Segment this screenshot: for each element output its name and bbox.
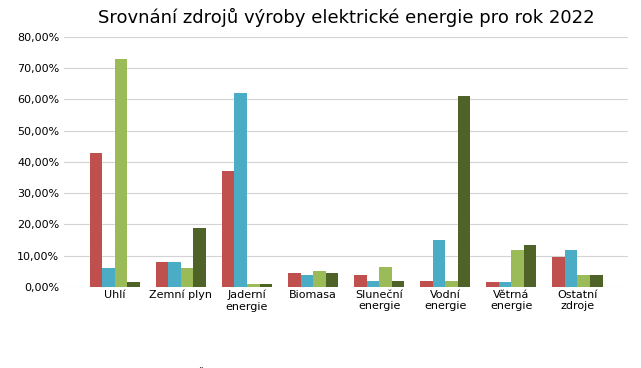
Bar bbox=[103, 268, 115, 287]
Bar bbox=[379, 267, 392, 287]
Bar bbox=[565, 250, 578, 287]
Bar bbox=[524, 245, 537, 287]
Bar bbox=[512, 250, 524, 287]
Bar bbox=[354, 275, 367, 287]
Bar bbox=[326, 273, 338, 287]
Bar bbox=[194, 227, 206, 287]
Bar bbox=[260, 284, 272, 287]
Bar bbox=[156, 262, 169, 287]
Bar bbox=[169, 262, 181, 287]
Bar bbox=[578, 275, 590, 287]
Bar bbox=[235, 93, 247, 287]
Bar bbox=[115, 59, 128, 287]
Title: Srovnání zdrojů výroby elektrické energie pro rok 2022: Srovnání zdrojů výroby elektrické energi… bbox=[98, 8, 594, 27]
Legend: Česká republika, Slovensko, Polsko, Rakousko: Česká republika, Slovensko, Polsko, Rako… bbox=[178, 362, 515, 368]
Bar bbox=[301, 275, 313, 287]
Bar bbox=[128, 282, 140, 287]
Bar bbox=[313, 272, 326, 287]
Bar bbox=[90, 152, 103, 287]
Bar bbox=[222, 171, 235, 287]
Bar bbox=[392, 281, 404, 287]
Bar bbox=[553, 257, 565, 287]
Bar bbox=[458, 96, 470, 287]
Bar bbox=[181, 268, 194, 287]
Bar bbox=[367, 281, 379, 287]
Bar bbox=[433, 240, 445, 287]
Bar bbox=[247, 284, 260, 287]
Bar bbox=[420, 281, 433, 287]
Bar bbox=[499, 282, 512, 287]
Bar bbox=[590, 275, 603, 287]
Bar bbox=[487, 282, 499, 287]
Bar bbox=[445, 281, 458, 287]
Bar bbox=[288, 273, 301, 287]
